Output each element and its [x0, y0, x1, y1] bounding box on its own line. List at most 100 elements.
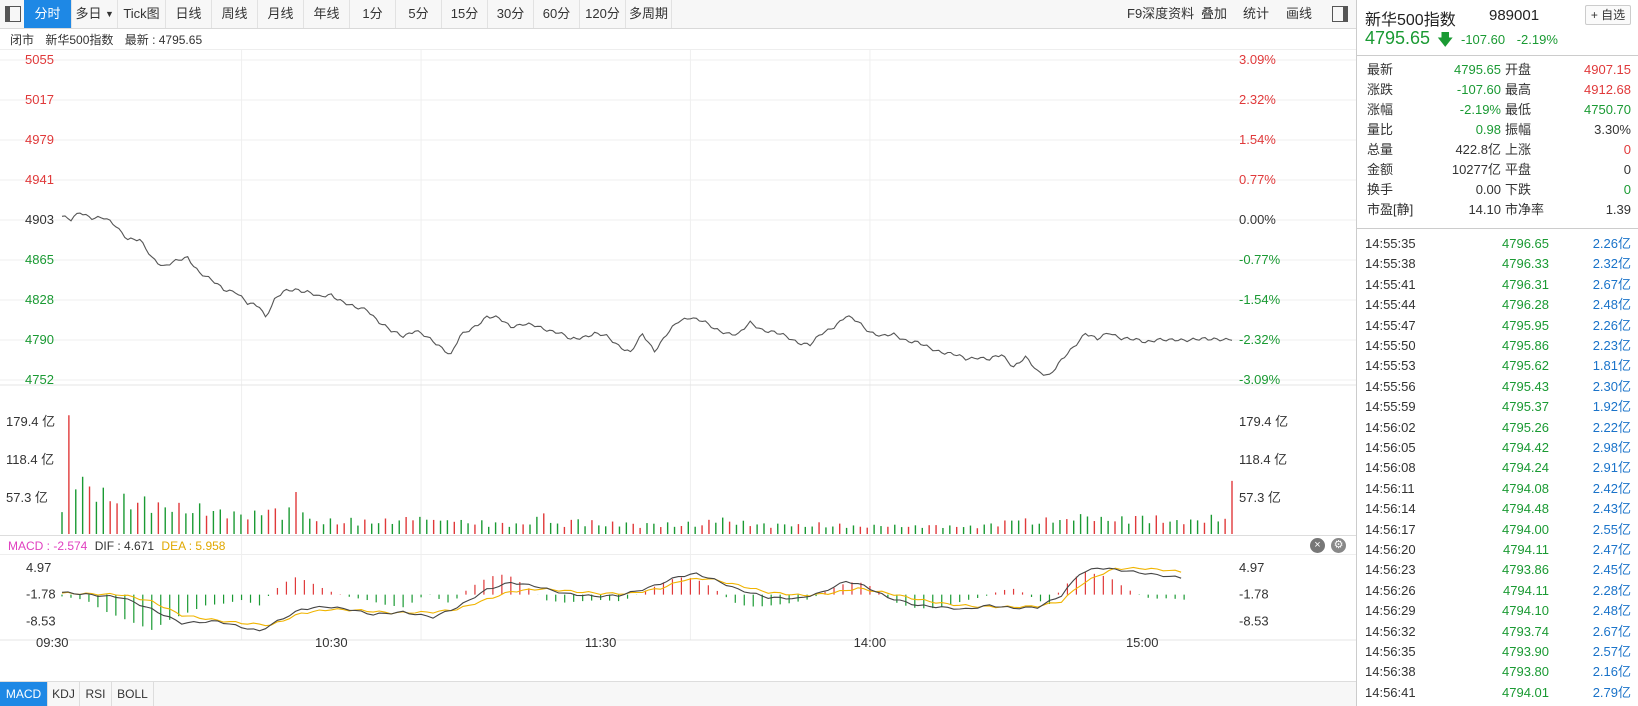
time-axis-label: 09:30: [36, 635, 69, 650]
time-axis-label: 15:00: [1126, 635, 1159, 650]
tick-price: 4793.86: [1502, 562, 1549, 578]
tick-time: 14:56:17: [1365, 521, 1416, 537]
tick-row: 14:56:02 4795.26 2.22亿: [1357, 418, 1638, 438]
price-line: [61, 212, 1233, 376]
statistics-button[interactable]: 统计: [1243, 6, 1270, 21]
tick-volume: 2.91亿: [1592, 460, 1631, 476]
period-tab[interactable]: 15分: [442, 0, 488, 28]
tick-row: 14:55:59 4795.37 1.92亿: [1357, 397, 1638, 417]
dea-value: DEA : 5.958: [161, 539, 226, 553]
tick-time: 14:56:41: [1365, 684, 1416, 700]
dif-line: [61, 567, 1182, 632]
period-tab[interactable]: 120分: [580, 0, 626, 28]
price-tick-label: 5017: [25, 92, 54, 107]
tick-row: 14:56:17 4794.00 2.55亿: [1357, 520, 1638, 540]
quote-label: 最新: [1367, 62, 1394, 77]
tick-volume: 2.57亿: [1592, 644, 1631, 659]
divider: [1357, 55, 1638, 56]
percent-tick-label: -3.09%: [1239, 372, 1281, 387]
f9-deep-data-button[interactable]: F9深度资料: [1127, 6, 1195, 21]
quote-row: 涨幅 -2.19% 最低 4750.70: [1357, 100, 1638, 120]
tick-price: 4794.01: [1502, 684, 1549, 700]
tick-price: 4795.26: [1502, 419, 1549, 435]
tick-price: 4795.86: [1502, 338, 1549, 353]
quote-value: 0.00: [1475, 182, 1501, 197]
tick-price: 4796.33: [1502, 256, 1549, 272]
period-tab[interactable]: 5分: [396, 0, 442, 28]
percent-tick-label: 1.54%: [1239, 132, 1276, 147]
tick-time: 14:56:11: [1365, 480, 1415, 496]
quote-label: 最高: [1505, 82, 1532, 97]
period-tab[interactable]: 分时: [24, 0, 72, 28]
period-tab[interactable]: 60分: [534, 0, 580, 28]
tick-row: 14:56:11 4794.08 2.42亿: [1357, 479, 1638, 499]
quote-label: 振幅: [1505, 122, 1532, 137]
time-axis-label: 11:30: [585, 635, 617, 650]
tick-row: 14:56:14 4794.48 2.43亿: [1357, 499, 1638, 519]
period-tab[interactable]: 周线: [212, 0, 258, 28]
tick-volume: 2.67亿: [1592, 276, 1631, 292]
time-axis-label: 10:30: [315, 635, 348, 650]
gear-icon[interactable]: ⚙: [1331, 538, 1346, 553]
quote-row: 金额 10277亿 平盘 0: [1357, 160, 1638, 180]
indicator-tab[interactable]: MACD: [0, 682, 48, 706]
draw-line-button[interactable]: 画线: [1286, 6, 1313, 21]
quote-value: -2.19%: [1459, 102, 1501, 117]
intraday-chart[interactable]: 5055 3.09% 5017 2.32% 4979 1.54% 4941 0.77% 4903…: [0, 50, 1356, 681]
tick-price: 4795.95: [1502, 317, 1549, 333]
overlay-button[interactable]: 叠加: [1201, 6, 1228, 21]
quote-label: 换手: [1367, 182, 1394, 197]
price-tick-label: 4865: [25, 252, 54, 267]
market-state: 闭市: [10, 33, 35, 47]
period-tab[interactable]: 年线: [304, 0, 350, 28]
percent-tick-label: -0.77%: [1239, 252, 1281, 267]
period-tab[interactable]: 日线: [166, 0, 212, 28]
tick-row: 14:55:56 4795.43 2.30亿: [1357, 377, 1638, 397]
tick-volume: 1.92亿: [1592, 399, 1631, 415]
price-change: -107.60 -2.19%: [1461, 32, 1558, 47]
volume-tick-label: 57.3 亿: [6, 490, 48, 505]
tick-volume: 1.81亿: [1592, 358, 1631, 374]
quote-label: 下跌: [1505, 182, 1532, 197]
quote-value: 4795.65: [1454, 62, 1501, 77]
indicator-tab[interactable]: BOLL: [112, 682, 154, 706]
tick-volume: 2.47亿: [1592, 542, 1631, 557]
latest-price-label: 最新 : 4795.65: [124, 33, 203, 47]
chevron-down-icon[interactable]: ▼: [105, 9, 114, 19]
stock-code: 989001: [1489, 7, 1540, 24]
tick-time: 14:56:26: [1365, 582, 1416, 598]
tick-time: 14:55:41: [1365, 276, 1416, 292]
toggle-left-panel-icon[interactable]: [5, 6, 21, 22]
period-tab[interactable]: 多周期: [626, 0, 672, 28]
tick-volume: 2.67亿: [1592, 623, 1631, 639]
dea-line: [61, 566, 1182, 627]
index-name: 新华500指数: [45, 33, 114, 47]
indicator-tab[interactable]: KDJ: [48, 682, 80, 706]
indicator-tab[interactable]: RSI: [80, 682, 112, 706]
tick-row: 14:56:26 4794.11 2.28亿: [1357, 581, 1638, 601]
period-tab[interactable]: 月线: [258, 0, 304, 28]
tick-price: 4794.00: [1502, 521, 1549, 537]
volume-tick-label: 57.3 亿: [1239, 490, 1281, 505]
macd-header: MACD : -2.574 DIF : 4.671 DEA : 5.958 × …: [0, 535, 1356, 555]
stock-name: 新华500指数: [1365, 12, 1456, 29]
period-tab[interactable]: 多日: [72, 0, 118, 28]
add-favorite-button[interactable]: + 自选: [1585, 5, 1631, 25]
close-indicator-icon[interactable]: ×: [1310, 538, 1325, 553]
macd-tick-label: -8.53: [1239, 613, 1269, 628]
period-tab[interactable]: 30分: [488, 0, 534, 28]
toggle-right-panel-icon[interactable]: [1332, 6, 1348, 22]
quote-value: 422.8亿: [1455, 142, 1501, 157]
volume-tick-label: 179.4 亿: [1239, 414, 1288, 429]
period-tab[interactable]: Tick图: [118, 0, 166, 28]
tick-row: 14:56:08 4794.24 2.91亿: [1357, 458, 1638, 478]
period-tab[interactable]: 1分: [350, 0, 396, 28]
price-tick-label: 4752: [25, 372, 54, 387]
volume-tick-label: 118.4 亿: [1239, 452, 1287, 467]
quote-value: 14.10: [1468, 202, 1501, 217]
quote-value: 4750.70: [1584, 102, 1631, 117]
tick-volume: 2.23亿: [1592, 338, 1631, 353]
tick-price: 4795.37: [1502, 399, 1549, 415]
volume-tick-label: 118.4 亿: [6, 452, 54, 467]
